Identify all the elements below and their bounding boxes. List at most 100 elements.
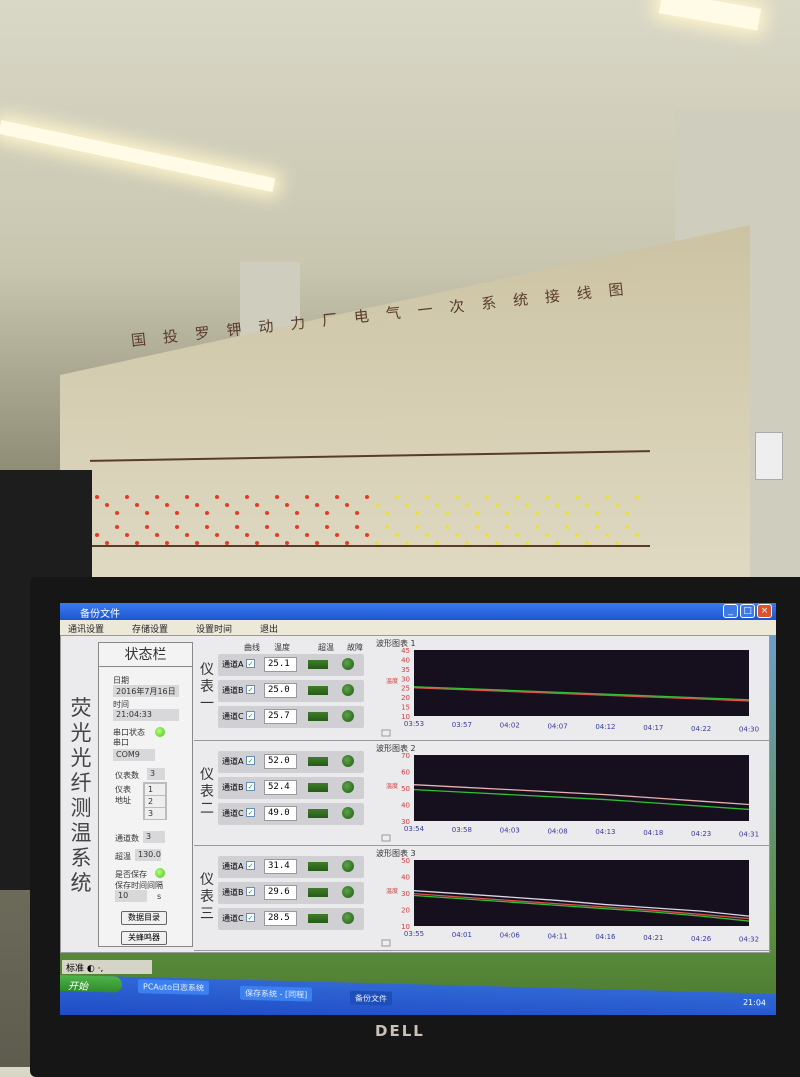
- chart-title: 波形图表 1: [376, 639, 416, 648]
- save-led[interactable]: [155, 868, 165, 878]
- menu-set-time[interactable]: 设置时间: [196, 625, 233, 635]
- port-select[interactable]: COM9: [113, 749, 155, 761]
- x-tick-label: 04:01: [452, 931, 472, 939]
- meter-addr-label: 仪表地址: [115, 785, 131, 805]
- curve-checkbox[interactable]: ✓: [246, 685, 255, 694]
- task-pcauto[interactable]: PCAuto日志系统: [138, 979, 209, 995]
- y-tick-label: 40: [401, 656, 410, 664]
- chart-title: 波形图表 2: [376, 744, 416, 753]
- y-tick-label: 50: [401, 857, 410, 865]
- panel-indicator-led: [345, 541, 349, 545]
- curve-checkbox[interactable]: ✓: [246, 861, 255, 870]
- time-label: 时间: [113, 700, 129, 709]
- meter-count-label: 仪表数: [115, 771, 139, 780]
- panel-indicator-led: [565, 525, 569, 529]
- ceiling-light: [0, 120, 276, 193]
- panel-indicator-led: [465, 541, 469, 545]
- meter-panel-1: 仪表一 曲线 温度 超温 故障 通道A ✓ 25.1 通道B ✓ 25.0 通道C ✓ …: [194, 636, 771, 741]
- temperature-value: 25.7: [264, 709, 297, 724]
- channel-row: 通道A ✓ 25.1: [218, 654, 364, 676]
- x-tick-label: 04:11: [547, 932, 567, 940]
- panel-indicator-led: [325, 511, 329, 515]
- x-tick-label: 04:30: [739, 726, 759, 734]
- start-button[interactable]: 开始: [60, 975, 122, 993]
- menu-exit[interactable]: 退出: [260, 625, 279, 635]
- save-interval-unit: s: [157, 892, 162, 901]
- channel-name: 通道C: [222, 809, 244, 818]
- date-field: 2016年7月16日: [113, 685, 179, 697]
- task-backup-file[interactable]: 备份文件: [350, 990, 392, 1006]
- data-directory-button[interactable]: 数据目录: [121, 911, 167, 925]
- over-temp-indicator: [308, 783, 328, 792]
- task-save-system[interactable]: 保存系统 - [同程]: [240, 985, 313, 1002]
- panel-indicator-led: [535, 511, 539, 515]
- panel-indicator-led: [405, 503, 409, 507]
- maximize-button[interactable]: □: [740, 604, 755, 618]
- language-bar[interactable]: 标准 ◐ ·,: [62, 960, 152, 974]
- save-interval-field[interactable]: 10: [115, 890, 147, 902]
- panel-indicator-led: [415, 511, 419, 515]
- save-label: 是否保存: [115, 870, 147, 879]
- panel-indicator-led: [485, 495, 489, 499]
- buzzer-off-button[interactable]: 关蜂鸣器: [121, 931, 167, 945]
- y-tick-label: 40: [401, 802, 410, 810]
- panel-indicator-led: [155, 533, 159, 537]
- curve-checkbox[interactable]: ✓: [246, 887, 255, 896]
- curve-checkbox[interactable]: ✓: [246, 913, 255, 922]
- over-temp-indicator: [308, 686, 328, 695]
- panel-indicator-led: [495, 541, 499, 545]
- x-tick-label: 04:03: [500, 827, 520, 835]
- curve-checkbox[interactable]: ✓: [246, 711, 255, 720]
- panel-indicator-led: [295, 511, 299, 515]
- panel-indicator-led: [635, 533, 639, 537]
- x-tick-label: 04:22: [691, 725, 711, 733]
- panel-indicator-led: [525, 541, 529, 545]
- panel-indicator-led: [615, 503, 619, 507]
- menu-storage-settings[interactable]: 存储设置: [132, 625, 169, 635]
- panel-indicator-led: [445, 511, 449, 515]
- panel-indicator-led: [95, 533, 99, 537]
- curve-checkbox[interactable]: ✓: [246, 782, 255, 791]
- panel-indicator-led: [385, 511, 389, 515]
- over-temp-indicator: [308, 757, 328, 766]
- curve-checkbox[interactable]: ✓: [246, 808, 255, 817]
- meter-addr-3[interactable]: 3: [145, 808, 165, 819]
- chart-title: 波形图表 3: [376, 849, 416, 858]
- x-tick-label: 04:17: [643, 724, 663, 732]
- x-tick-label: 04:07: [547, 722, 567, 730]
- meter-addr-1[interactable]: 1: [145, 784, 165, 795]
- series-line-1: [413, 784, 750, 806]
- temperature-value: 31.4: [264, 859, 297, 874]
- over-temp-field[interactable]: 130.0: [135, 849, 161, 861]
- panel-indicator-led: [235, 525, 239, 529]
- series-line-2: [413, 789, 750, 811]
- minimize-button[interactable]: _: [723, 604, 738, 618]
- curve-checkbox[interactable]: ✓: [246, 659, 255, 668]
- menu-comm-settings[interactable]: 通讯设置: [68, 625, 105, 635]
- x-tick-label: 04:26: [691, 935, 712, 943]
- panel-indicator-led: [215, 533, 219, 537]
- fault-led: [342, 807, 354, 819]
- panel-indicator-led: [215, 495, 219, 499]
- panel-indicator-led: [385, 525, 389, 529]
- channel-name: 通道C: [222, 712, 244, 721]
- mimic-panel: [60, 225, 750, 590]
- temperature-value: 49.0: [264, 806, 297, 821]
- panel-indicator-led: [95, 495, 99, 499]
- panel-indicator-led: [585, 541, 589, 545]
- close-button[interactable]: ×: [757, 604, 772, 618]
- curve-checkbox[interactable]: ✓: [246, 756, 255, 765]
- channel-count-field: 3: [143, 831, 165, 843]
- chart-scroll-handle: [381, 939, 391, 947]
- menu-bar: 通讯设置 存储设置 设置时间 退出: [60, 620, 776, 635]
- waveform-chart-1: 波形图表 1 10 15 20 25 30 35 40 45 温度 03:53 03:57 04:02 0…: [374, 636, 771, 741]
- chart-scroll-handle: [381, 834, 391, 842]
- meter-addr-2[interactable]: 2: [145, 796, 165, 807]
- x-tick-label: 04:23: [691, 830, 711, 838]
- channel-row: 通道B ✓ 25.0: [218, 680, 364, 702]
- panel-indicator-led: [575, 533, 579, 537]
- fault-led: [342, 781, 354, 793]
- panel-indicator-led: [115, 511, 119, 515]
- y-tick-label: 10: [401, 923, 410, 931]
- column-header-over: 超温: [318, 643, 334, 652]
